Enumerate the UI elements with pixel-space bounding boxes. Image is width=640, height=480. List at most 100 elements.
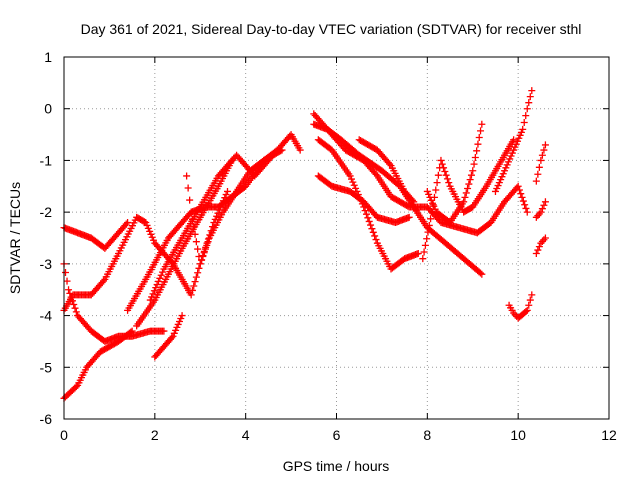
data-point xyxy=(466,176,474,184)
data-point xyxy=(196,260,204,268)
data-point xyxy=(437,156,445,164)
data-point xyxy=(410,198,418,206)
data-point xyxy=(72,383,80,391)
series-track-16 xyxy=(423,120,486,226)
data-point xyxy=(469,167,477,175)
data-point xyxy=(200,249,208,257)
data-point xyxy=(124,218,132,226)
y-axis-label: SDTVAR / TECUs xyxy=(7,182,23,294)
data-point xyxy=(478,120,486,128)
data-point xyxy=(538,151,546,159)
data-point xyxy=(67,293,75,301)
data-point xyxy=(521,201,529,209)
data-point xyxy=(168,334,176,342)
data-point xyxy=(523,306,531,314)
data-point xyxy=(541,141,549,149)
data-point xyxy=(153,281,161,289)
data-point xyxy=(204,238,212,246)
series-track-3 xyxy=(60,218,132,252)
y-tick-labels: -6 -5 -4 -3 -2 -1 0 1 xyxy=(40,49,53,427)
data-point xyxy=(519,125,527,133)
data-point xyxy=(477,127,485,135)
data-point xyxy=(157,271,165,279)
x-tick-label: 8 xyxy=(423,427,431,443)
data-point xyxy=(438,160,446,168)
data-point xyxy=(71,304,79,312)
data-point xyxy=(405,213,413,221)
data-point xyxy=(367,221,375,229)
data-point xyxy=(517,190,525,198)
data-point xyxy=(419,255,427,263)
data-point xyxy=(414,250,422,258)
data-point xyxy=(160,327,168,335)
data-point xyxy=(63,277,71,285)
series-track-12 xyxy=(314,172,413,226)
data-point xyxy=(523,208,531,216)
series-track-7 xyxy=(151,312,186,361)
data-point xyxy=(520,119,528,127)
data-point xyxy=(62,268,70,276)
data-point xyxy=(372,236,380,244)
data-point xyxy=(201,245,209,253)
data-point xyxy=(159,268,167,276)
series-track-10 xyxy=(310,110,531,237)
data-point xyxy=(432,186,440,194)
data-point xyxy=(187,291,195,299)
data-point xyxy=(522,112,530,120)
data-point xyxy=(352,184,360,192)
data-point xyxy=(541,234,549,242)
data-point xyxy=(532,177,540,185)
data-point xyxy=(194,245,202,253)
data-point xyxy=(519,197,527,205)
plot-frame xyxy=(63,56,610,420)
data-point xyxy=(192,273,200,281)
data-point xyxy=(473,147,481,155)
data-point xyxy=(214,209,222,217)
data-point xyxy=(421,241,429,249)
data-point xyxy=(224,187,231,195)
data-point xyxy=(195,264,203,272)
data-point xyxy=(526,296,534,304)
data-point xyxy=(462,189,470,197)
data-point xyxy=(528,291,536,299)
series-track-15 xyxy=(419,136,518,263)
series-track-4 xyxy=(60,260,168,345)
data-point xyxy=(425,221,433,229)
data-point xyxy=(541,198,549,206)
data-point xyxy=(350,181,358,189)
data-point xyxy=(72,308,80,316)
data-point xyxy=(70,300,78,308)
x-tick-label: 0 xyxy=(60,427,68,443)
series-track-20 xyxy=(532,234,549,258)
data-point xyxy=(140,218,148,226)
data-point xyxy=(188,216,196,224)
data-point xyxy=(372,170,380,178)
data-point xyxy=(191,278,199,286)
data-point xyxy=(65,286,73,294)
data-point xyxy=(535,243,543,251)
data-point xyxy=(443,175,451,183)
data-point xyxy=(222,191,230,199)
series-track-6 xyxy=(133,156,236,330)
data-point xyxy=(192,238,200,246)
data-point xyxy=(362,210,370,218)
data-point xyxy=(540,201,548,209)
x-tick-label: 12 xyxy=(601,427,617,443)
data-point xyxy=(523,105,531,113)
y-tick-label: -6 xyxy=(40,411,53,427)
y-tick-label: -3 xyxy=(40,256,53,272)
data-point xyxy=(445,179,453,187)
series-track-14 xyxy=(355,136,418,206)
data-point xyxy=(190,282,198,290)
y-tick-label: 0 xyxy=(44,101,52,117)
data-point xyxy=(537,156,545,164)
data-point xyxy=(424,228,432,236)
data-point xyxy=(440,164,448,172)
data-point xyxy=(152,284,160,292)
data-point xyxy=(368,225,376,233)
data-point xyxy=(427,215,435,223)
data-point xyxy=(154,277,162,285)
data-point xyxy=(146,296,154,304)
data-point xyxy=(525,99,533,107)
data-point xyxy=(346,172,354,180)
